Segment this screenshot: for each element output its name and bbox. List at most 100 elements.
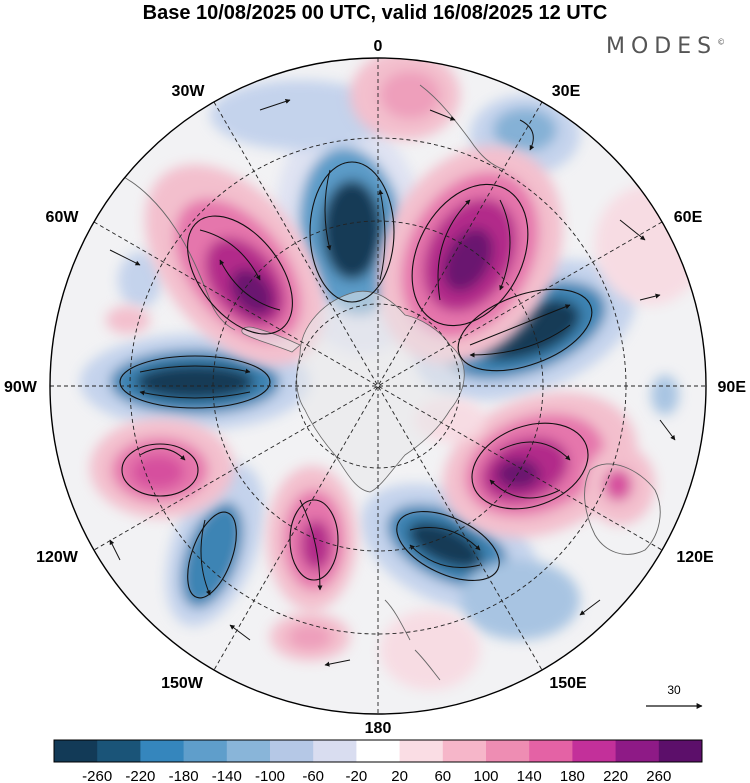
high-anomaly-40e-core [442, 228, 494, 292]
colorbar-bin [615, 740, 660, 762]
wind-vector [200, 519, 211, 596]
wind-vector [499, 441, 571, 461]
antarctica-coastline [296, 290, 465, 493]
lon-label-180: 180 [365, 720, 392, 737]
wind-vector [299, 499, 323, 591]
colorbar-tick-label: 60 [434, 768, 451, 783]
low-anomaly-130w-core [181, 502, 243, 608]
contour-line [187, 215, 293, 335]
high-anomaly-115w-core [132, 455, 184, 489]
wind-vector [139, 390, 251, 399]
colorbar: -260 -220 -180 -140 -100 -60 -20 20 60 100 140 180 2… [53, 739, 703, 783]
wind-vector [229, 624, 251, 641]
wind-vector [199, 229, 261, 281]
colorbar-tick-label: -140 [212, 768, 242, 783]
colorbar-bin [97, 740, 141, 762]
lon-label-30e: 30E [552, 83, 581, 100]
reference-vector-value: 30 [667, 683, 681, 697]
high-anomaly-115e [585, 445, 655, 525]
lon-label-60e: 60E [674, 209, 703, 226]
contour-line [121, 443, 199, 497]
africa-coastline [419, 84, 506, 171]
colorbar-tick-label: 20 [391, 768, 408, 783]
brand-copyright-mark: © [717, 37, 726, 47]
low-anomaly-30e-core [493, 108, 557, 152]
colorbar-tick-label: -260 [82, 768, 112, 783]
graticule [50, 58, 706, 714]
map-boundary-circle [49, 57, 707, 715]
colorbar-bin [54, 740, 98, 762]
wind-vector [579, 599, 601, 616]
positive-anomalies [90, 58, 705, 690]
contour-line [187, 511, 237, 599]
lon-label-30w: 30W [172, 83, 206, 100]
wind-vector [639, 293, 661, 301]
colorbar-tick-label: -20 [346, 768, 368, 783]
meridian-60w-120e [93, 221, 663, 551]
wind-vector [429, 109, 456, 121]
lon-label-90e: 90E [718, 379, 747, 396]
high-anomaly-170w [270, 613, 350, 661]
low-anomaly-15w [210, 80, 390, 150]
wind-vector [409, 544, 481, 568]
lon-label-150w: 150W [161, 675, 204, 692]
high-anomaly-115w [90, 418, 234, 518]
colorbar-tick-labels: -260 -220 -180 -140 -100 -60 -20 20 60 100 140 180 2… [82, 768, 671, 783]
contour-line [396, 511, 500, 581]
colorbar-tick-label: 180 [560, 768, 585, 783]
contour-line [471, 422, 589, 510]
colorbar-bin [399, 740, 444, 762]
longitude-labels: 0 180 90W 90E 30W 30E 60W 60E 120W 120E … [4, 38, 746, 737]
colorbar-bin [183, 740, 228, 762]
wind-vector [619, 219, 646, 241]
wind-vectors [109, 99, 676, 667]
contour-line [289, 499, 339, 581]
colorbar-tick-label: -180 [169, 768, 199, 783]
australia-coastline [584, 463, 661, 555]
colorbar-tick-label: 260 [646, 768, 671, 783]
wind-vector [109, 539, 121, 561]
colorbar-tick-label: 140 [517, 768, 542, 783]
high-anomaly-80w [106, 306, 150, 334]
colorbar-bin [529, 740, 573, 762]
wind-vector [519, 119, 535, 151]
colorbar-bin [270, 740, 314, 762]
colorbar-tick-label: 220 [603, 768, 628, 783]
colorbar-bin [442, 740, 487, 762]
high-anomaly-5e [350, 58, 460, 140]
contour-line [309, 161, 395, 303]
colorbar-frame [53, 739, 703, 763]
low-anomaly-90e [651, 375, 679, 415]
wind-vector [219, 259, 281, 311]
meridian-60e-120w [93, 221, 663, 551]
south-america-coastline [119, 174, 236, 331]
colorbar-bins [54, 740, 703, 762]
contour-line [119, 355, 271, 409]
colorbar-bin [356, 740, 401, 762]
reference-vector: 30 [646, 683, 703, 709]
lon-label-0: 0 [374, 38, 383, 55]
brand-logo: MODES© [606, 34, 725, 59]
low-anomaly-90w-core [135, 364, 255, 400]
colorbar-bin [140, 740, 185, 762]
colorbar-bin [658, 740, 703, 762]
lon-label-90w: 90W [4, 379, 38, 396]
meridian-30w-150e [213, 101, 543, 671]
colorbar-tick-label: -100 [255, 768, 285, 783]
high-anomaly-45w [145, 164, 325, 366]
low-anomaly-150e [460, 560, 580, 640]
high-anomaly-160w [267, 466, 357, 610]
wind-vector [139, 448, 186, 461]
colorbar-bin [313, 740, 357, 762]
colorbar-tick-label: -220 [125, 768, 155, 783]
wind-vector [469, 324, 571, 358]
high-anomaly-115e-core [604, 469, 632, 501]
new-zealand-coastline [384, 599, 441, 681]
brand-name: MODES [606, 34, 718, 59]
colorbar-bin [486, 740, 530, 762]
contour-lines [119, 161, 593, 599]
contour-line [457, 288, 593, 372]
colorbar-bin [572, 740, 617, 762]
lon-label-60w: 60W [46, 209, 80, 226]
